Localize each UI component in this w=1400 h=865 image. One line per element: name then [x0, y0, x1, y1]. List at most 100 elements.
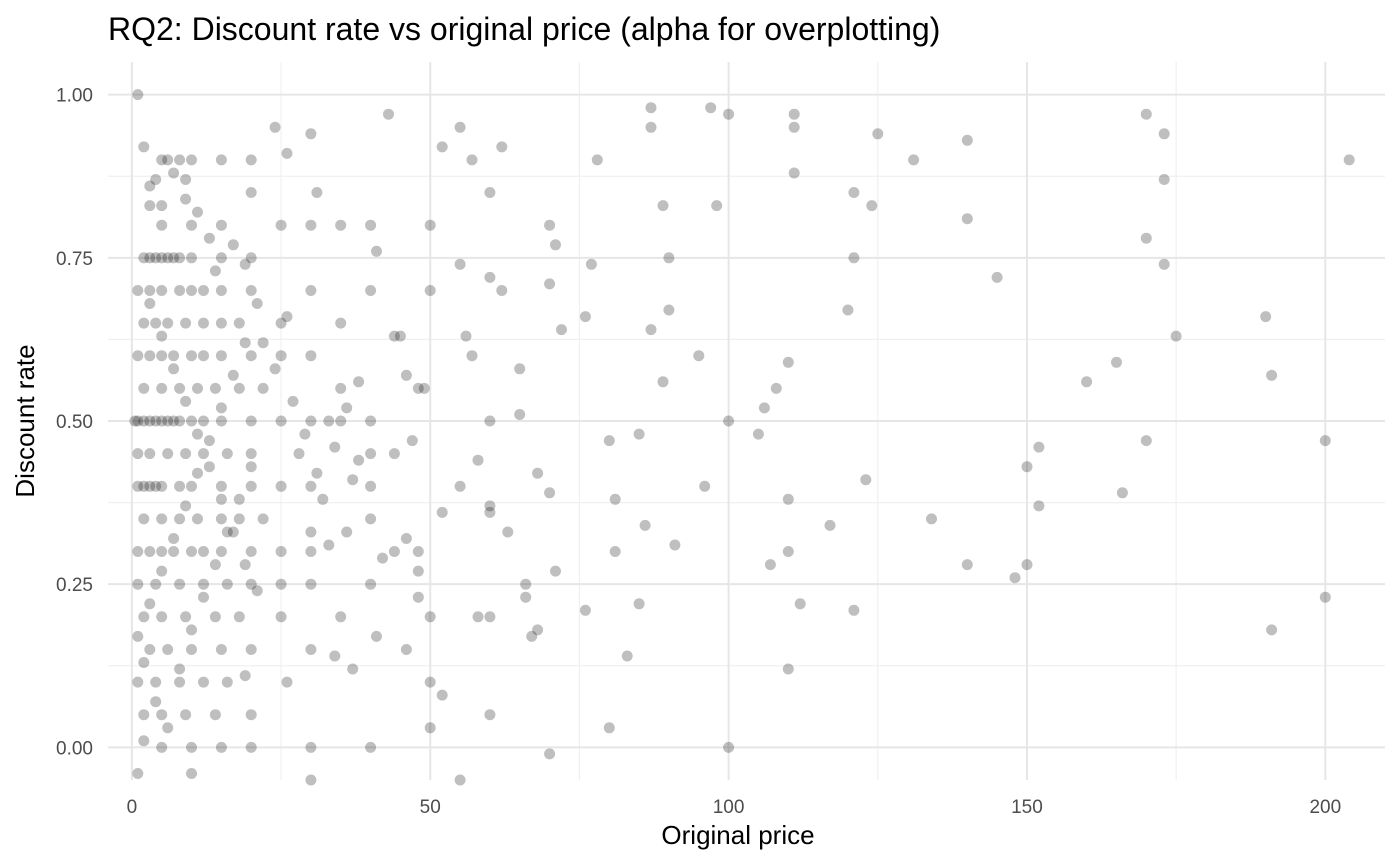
data-point — [544, 278, 556, 290]
data-point — [794, 598, 806, 610]
data-point — [138, 709, 150, 721]
data-point — [550, 239, 561, 251]
data-point — [168, 546, 180, 557]
data-point — [454, 480, 466, 492]
data-point — [180, 193, 192, 205]
y-tick-label: 1.00 — [56, 86, 93, 107]
data-point — [1266, 369, 1278, 381]
data-point — [203, 435, 215, 447]
data-point — [275, 578, 287, 590]
data-point — [365, 480, 377, 492]
data-point — [484, 506, 496, 518]
data-point — [186, 285, 197, 296]
data-point — [872, 128, 884, 140]
data-point — [156, 480, 168, 492]
data-point — [186, 219, 197, 231]
data-point — [144, 200, 156, 212]
data-point — [365, 513, 377, 525]
data-point — [186, 546, 197, 557]
data-point — [388, 330, 400, 342]
y-tick-label: 0.25 — [56, 575, 93, 596]
data-point — [281, 311, 293, 323]
data-point — [132, 415, 144, 427]
data-point — [824, 519, 836, 531]
data-point — [520, 578, 532, 590]
data-point — [412, 591, 424, 603]
data-point — [341, 402, 353, 414]
data-point — [788, 167, 800, 179]
data-point — [186, 768, 197, 779]
data-point — [138, 252, 150, 264]
data-point — [281, 147, 293, 159]
data-point — [156, 709, 168, 721]
data-point — [699, 480, 711, 492]
y-tick-label: 0.00 — [56, 738, 93, 759]
data-point — [311, 467, 323, 479]
data-point — [138, 415, 150, 427]
data-point — [639, 519, 651, 531]
data-point — [150, 415, 162, 427]
data-point — [323, 415, 335, 427]
data-point — [693, 350, 705, 362]
data-point — [198, 285, 209, 296]
data-point — [174, 154, 186, 166]
data-point — [245, 741, 257, 753]
data-point — [579, 604, 591, 616]
data-point — [454, 258, 466, 270]
data-point — [335, 382, 347, 394]
data-point — [496, 285, 508, 296]
data-point — [454, 121, 466, 133]
data-point — [221, 526, 233, 538]
data-point — [209, 611, 221, 623]
data-point — [305, 578, 317, 590]
data-point — [129, 415, 141, 427]
data-point — [186, 252, 197, 264]
data-point — [138, 480, 150, 492]
data-point — [1111, 356, 1122, 368]
data-point — [365, 415, 377, 427]
data-point — [782, 663, 794, 675]
data-point — [353, 454, 365, 466]
data-point — [132, 578, 144, 590]
data-point — [150, 252, 162, 264]
data-point — [132, 546, 144, 557]
data-point — [484, 187, 496, 198]
data-point — [544, 487, 556, 499]
data-point — [1033, 500, 1045, 512]
data-point — [496, 141, 508, 153]
data-point — [168, 350, 180, 362]
data-point — [209, 265, 221, 277]
data-point — [705, 102, 717, 114]
data-point — [305, 774, 317, 786]
data-point — [192, 513, 203, 525]
data-point — [388, 546, 400, 557]
data-point — [669, 539, 681, 551]
data-point — [412, 565, 424, 577]
data-point — [394, 330, 406, 342]
grid — [108, 62, 1385, 780]
data-point — [484, 415, 496, 427]
data-point — [1170, 330, 1182, 342]
data-point — [544, 748, 556, 760]
data-point — [663, 304, 675, 316]
data-point — [926, 513, 937, 525]
data-point — [484, 709, 496, 721]
data-point — [138, 513, 150, 525]
data-point — [174, 382, 186, 394]
data-point — [174, 676, 186, 688]
data-point — [365, 285, 377, 296]
data-point — [180, 395, 192, 407]
data-point — [144, 644, 156, 655]
chart-title: RQ2: Discount rate vs original price (al… — [108, 11, 940, 47]
data-point — [317, 493, 329, 505]
data-point — [424, 219, 436, 231]
data-point — [174, 578, 186, 590]
data-point — [156, 350, 168, 362]
data-point — [1266, 624, 1278, 636]
data-point — [275, 415, 287, 427]
data-point — [251, 585, 263, 597]
data-point — [1158, 258, 1170, 270]
data-point — [400, 533, 412, 544]
data-point — [305, 480, 317, 492]
